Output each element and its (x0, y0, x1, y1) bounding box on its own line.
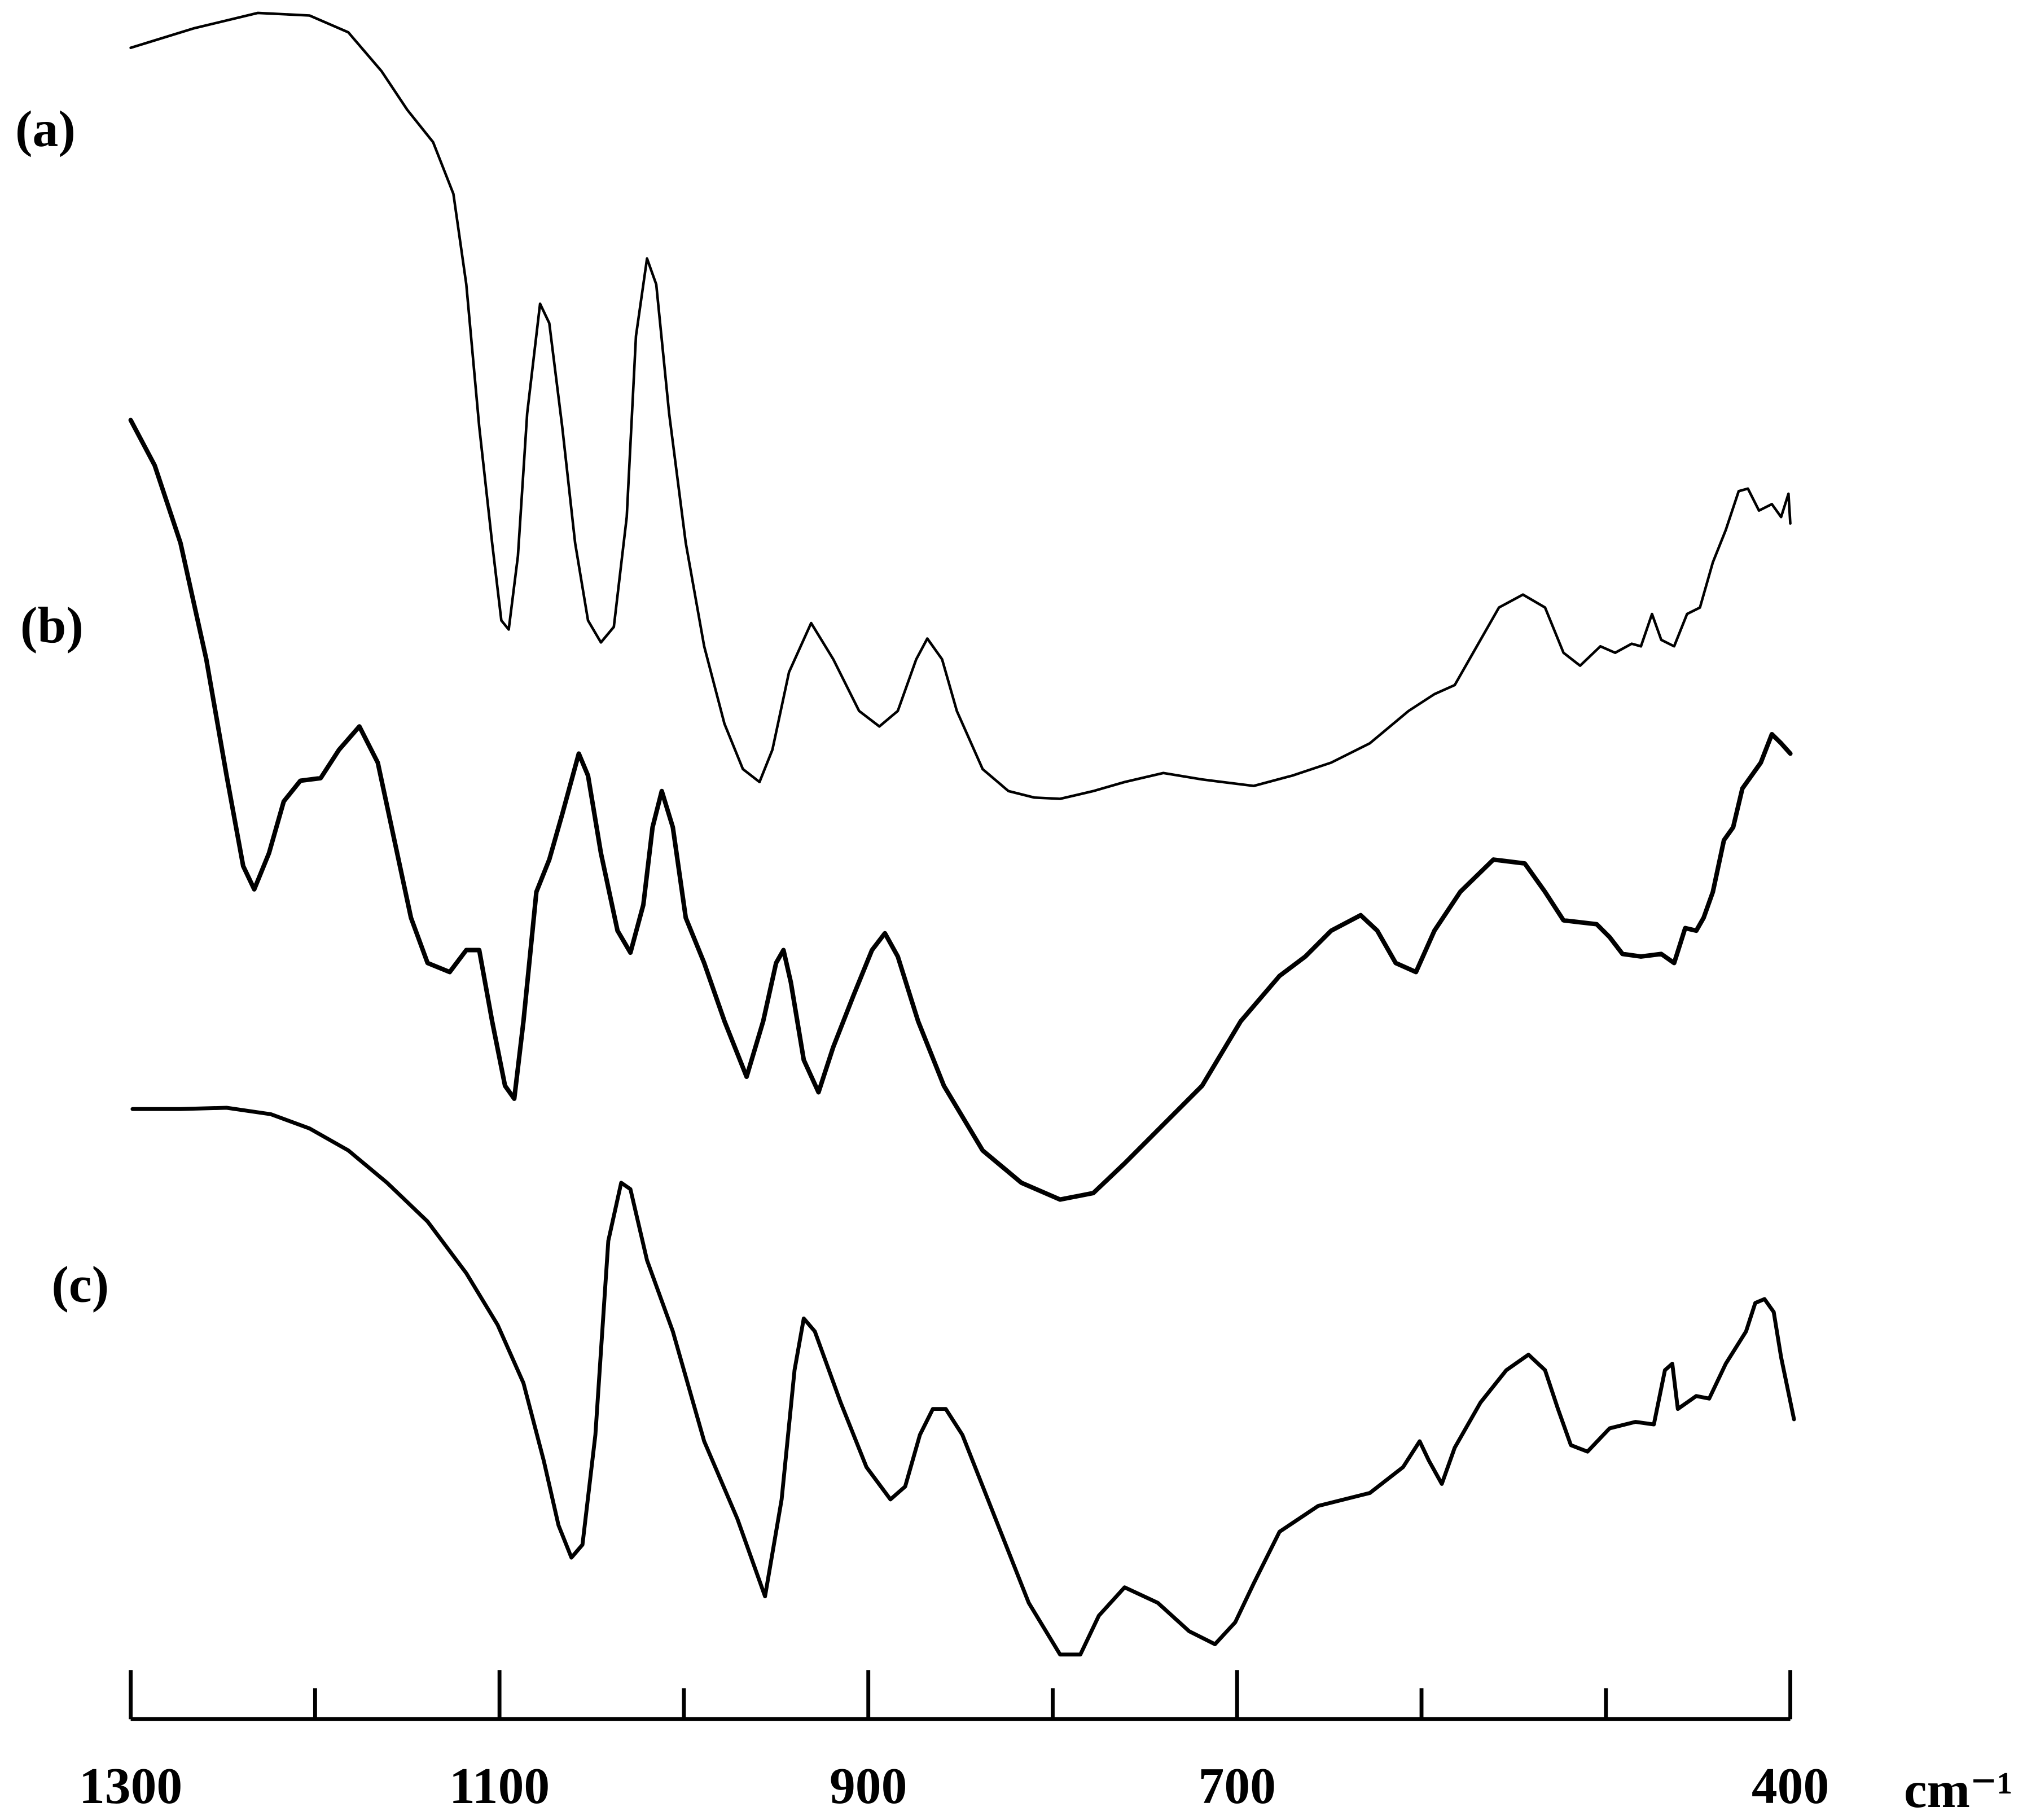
x-tick-label: 1100 (449, 1757, 550, 1814)
x-axis-label: cm⁻¹ (1904, 1761, 2013, 1818)
x-tick-label: 700 (1199, 1757, 1276, 1814)
series-label: (c) (51, 1256, 109, 1313)
x-tick-label: 1300 (79, 1757, 182, 1814)
series-label: (b) (20, 596, 84, 654)
spectrum-line (130, 1106, 1796, 1657)
x-tick-label: 400 (1752, 1757, 1829, 1814)
spectrum-line (129, 11, 1792, 800)
x-tick-label: 900 (830, 1757, 907, 1814)
series-label: (a) (15, 100, 76, 157)
spectrum-line (128, 418, 1793, 1202)
